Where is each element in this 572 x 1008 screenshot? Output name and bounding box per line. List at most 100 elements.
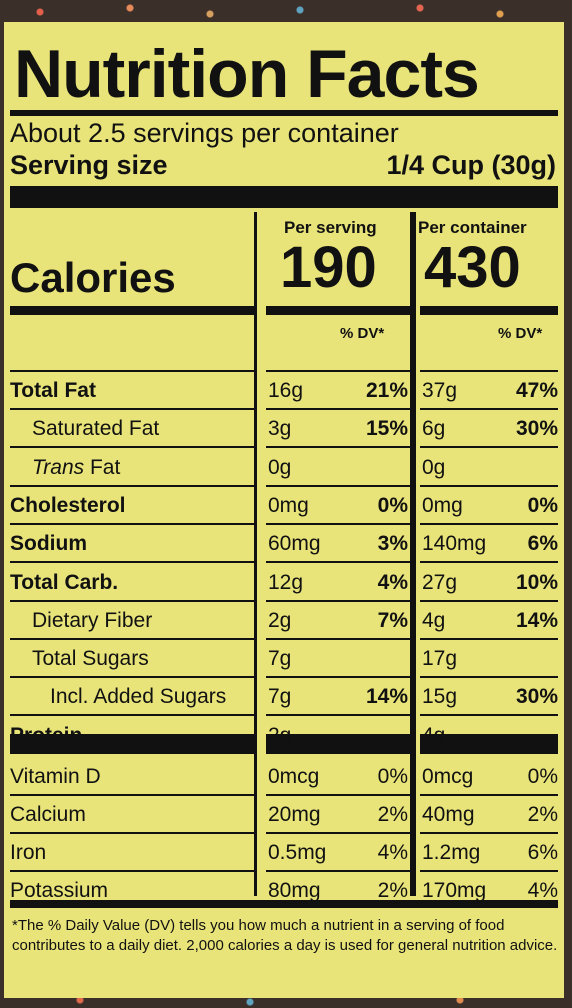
row-rule-right (420, 561, 558, 563)
container-dv: 0% (527, 494, 558, 517)
serving-amount: 80mg (268, 879, 321, 902)
nutrient-name: Total Sugars (32, 647, 149, 670)
row-rule-left (10, 408, 254, 410)
nutrient-name: Total Fat (10, 379, 96, 402)
row-rule-left (10, 446, 254, 448)
row-rule-left (10, 523, 254, 525)
nutrition-label: Nutrition Facts About 2.5 servings per c… (4, 22, 564, 998)
container-amount: 170mg (422, 879, 487, 902)
vitamin-rule-left (10, 794, 254, 796)
vitamin-rule-right (420, 832, 558, 834)
serving-amount: 0mcg (268, 765, 320, 788)
container-amount: 6g (422, 417, 446, 440)
row-rule-mid (266, 485, 410, 487)
container-amount: 0mg (422, 494, 463, 517)
nutrient-name: Trans Fat (32, 456, 121, 479)
nutrient-name: Cholesterol (10, 494, 126, 517)
container-dv: 14% (515, 609, 558, 632)
thick-rule-vitamins-right (420, 734, 558, 754)
serving-amount: 60mg (268, 532, 321, 555)
serving-dv: 7% (377, 609, 408, 632)
serving-amount: 7g (268, 685, 292, 708)
container-amount: 4g (422, 609, 446, 632)
container-amount: 17g (422, 647, 458, 670)
thick-rule-top (10, 186, 558, 208)
calories-rule-right (420, 306, 558, 315)
vitamin-name: Iron (10, 841, 47, 864)
serving-dv: 4% (377, 841, 408, 864)
serving-dv: 0% (377, 765, 408, 788)
row-rule-left (10, 676, 254, 678)
row-rule-top-right (420, 370, 558, 372)
serving-dv: 3% (377, 532, 408, 555)
container-amount: 1.2mg (422, 841, 481, 864)
serving-dv: 15% (365, 417, 408, 440)
dv-header-serving: % DV* (340, 325, 385, 342)
serving-amount: 2g (268, 609, 292, 632)
row-rule-left (10, 638, 254, 640)
row-rule-top-left (10, 370, 254, 372)
container-dv: 30% (515, 417, 558, 440)
container-dv: 6% (527, 841, 558, 864)
container-amount: 27g (422, 571, 458, 594)
vitamin-rule-right (420, 794, 558, 796)
row-rule-mid (266, 561, 410, 563)
container-dv: 2% (527, 803, 558, 826)
nutrient-name: Dietary Fiber (32, 609, 153, 632)
row-rule-mid (266, 408, 410, 410)
container-amount: 40mg (422, 803, 475, 826)
vitamin-rule-mid (266, 870, 410, 872)
row-rule-mid (266, 676, 410, 678)
calories-label: Calories (10, 254, 176, 301)
nutrient-name: Incl. Added Sugars (50, 685, 227, 708)
title-rule (10, 110, 558, 116)
serving-dv: 14% (365, 685, 408, 708)
calories-rule-mid (266, 306, 410, 315)
footnote-rule (10, 900, 558, 908)
vitamin-rule-left (10, 832, 254, 834)
row-rule-left (10, 485, 254, 487)
container-amount: 0g (422, 456, 446, 479)
row-rule-mid (266, 600, 410, 602)
row-rule-top-mid (266, 370, 410, 372)
container-dv: 0% (527, 765, 558, 788)
container-dv: 30% (515, 685, 558, 708)
nutrient-name: Protein (10, 724, 83, 747)
calories-per-serving: 190 (280, 235, 377, 300)
container-amount: 140mg (422, 532, 487, 555)
serving-amount: 0mg (268, 494, 309, 517)
row-rule-right (420, 523, 558, 525)
vitamin-rule-left (10, 870, 254, 872)
row-rule-left (10, 714, 254, 716)
serving-dv: 0% (377, 494, 408, 517)
calories-per-container: 430 (424, 235, 521, 300)
label-title: Nutrition Facts (14, 36, 480, 112)
serving-amount: 7g (268, 647, 292, 670)
row-rule-mid (266, 714, 410, 716)
thick-rule-vitamins-left (10, 734, 254, 754)
serving-amount: 20mg (268, 803, 321, 826)
column-divider-1 (254, 212, 257, 896)
row-rule-right (420, 638, 558, 640)
serving-amount: 0.5mg (268, 841, 327, 864)
serving-amount: 16g (268, 379, 304, 402)
vitamin-name: Vitamin D (10, 765, 101, 788)
serving-amount: 12g (268, 571, 304, 594)
nutrient-name: Saturated Fat (32, 417, 160, 440)
row-rule-right (420, 485, 558, 487)
serving-dv: 2% (377, 803, 408, 826)
container-dv: 47% (515, 379, 558, 402)
container-amount: 37g (422, 379, 458, 402)
nutrient-name: Total Carb. (10, 571, 119, 594)
serving-size-label: Serving size (10, 150, 168, 180)
container-amount: 15g (422, 685, 458, 708)
column-divider-2 (410, 212, 416, 896)
row-rule-mid (266, 446, 410, 448)
serving-dv: 2% (377, 879, 408, 902)
serving-amount: 2g (268, 724, 292, 747)
dv-header-container: % DV* (498, 325, 543, 342)
row-rule-right (420, 676, 558, 678)
row-rule-right (420, 714, 558, 716)
calories-rule-left (10, 306, 254, 315)
vitamin-name: Calcium (10, 803, 86, 826)
